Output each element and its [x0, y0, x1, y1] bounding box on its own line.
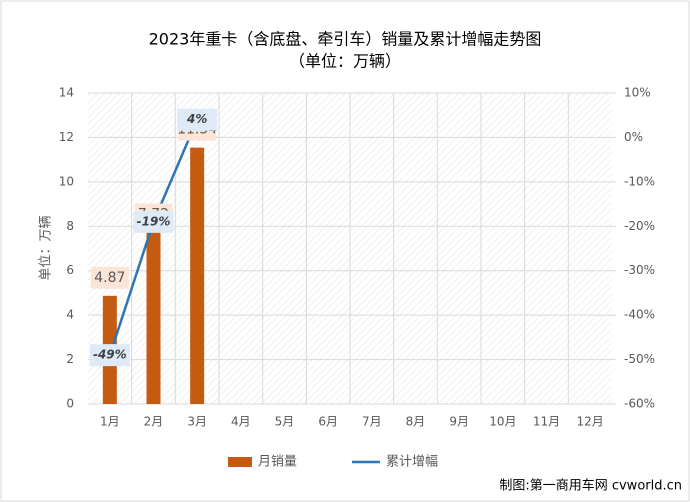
y-tick-label: 8 [66, 219, 74, 233]
y2-tick-label: -40% [624, 308, 655, 322]
y2-tick-label: -20% [624, 219, 655, 233]
y-tick-label: 2 [66, 352, 74, 366]
data-label: -49% [93, 348, 127, 362]
x-tick-label: 11月 [533, 415, 560, 429]
x-tick-label: 6月 [318, 415, 338, 429]
data-label-box [89, 344, 130, 367]
x-tick-label: 2月 [144, 415, 164, 429]
legend-label: 累计增幅 [386, 455, 438, 470]
x-tick-label: 4月 [231, 415, 251, 429]
x-tick-label: 1月 [100, 415, 120, 429]
y-tick-label: 14 [59, 86, 74, 100]
y-tick-label: 6 [66, 263, 74, 277]
y2-tick-label: -30% [624, 263, 655, 277]
x-tick-label: 8月 [406, 415, 426, 429]
chart-title: 2023年重卡（含底盘、牵引车）销量及累计增幅走势图 [149, 30, 542, 49]
y2-tick-label: 0% [624, 130, 643, 144]
data-label-box [177, 108, 218, 131]
data-label: 4% [186, 112, 207, 126]
x-tick-label: 5月 [275, 415, 295, 429]
y-tick-label: 0 [66, 397, 74, 411]
x-tick-label: 12月 [577, 415, 604, 429]
legend-swatch [228, 457, 252, 467]
y2-tick-label: -10% [624, 174, 655, 188]
x-tick-label: 7月 [362, 415, 382, 429]
x-tick-label: 9月 [449, 415, 469, 429]
y-tick-label: 12 [59, 130, 74, 144]
y2-tick-label: -60% [624, 397, 655, 411]
data-label-box [133, 210, 174, 233]
source: 制图:第一商用车网 cvworld.cn [499, 478, 682, 494]
y-axis-label: 单位：万辆 [39, 215, 54, 280]
x-tick-label: 10月 [489, 415, 516, 429]
x-tick-label: 3月 [187, 415, 207, 429]
bar [190, 147, 205, 404]
bar [146, 232, 161, 404]
data-label: -19% [137, 214, 171, 228]
y-tick-label: 4 [66, 308, 74, 322]
data-label-box [90, 266, 129, 289]
legend-label: 月销量 [258, 455, 297, 470]
data-label: 4.87 [94, 270, 125, 286]
y-tick-label: 10 [59, 174, 74, 188]
y2-tick-label: 10% [624, 86, 651, 100]
y2-tick-label: -50% [624, 352, 655, 366]
chart-subtitle: （单位：万辆） [289, 52, 401, 71]
